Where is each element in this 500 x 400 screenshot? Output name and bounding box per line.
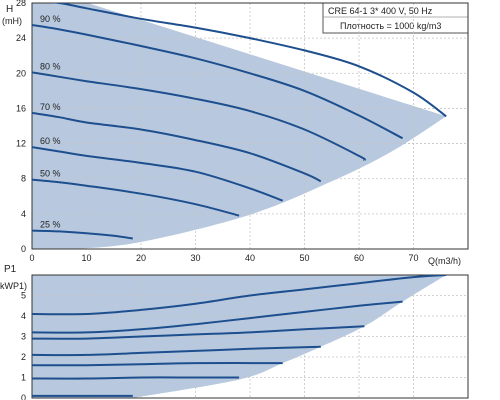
x-tick-label: 0 <box>29 253 34 263</box>
operating-area <box>32 275 447 398</box>
y-tick-label: 1 <box>21 373 26 383</box>
x-tick-label: 30 <box>190 253 200 263</box>
y-tick-label: 8 <box>21 174 26 184</box>
y-tick-label: 4 <box>21 209 26 219</box>
x-tick-label: 40 <box>245 253 255 263</box>
curve-90-pct <box>32 300 403 334</box>
y-tick-label: 0 <box>21 244 26 254</box>
y-tick-label: 4 <box>21 311 26 321</box>
y-tick-label: 3 <box>21 332 26 342</box>
curve-label-80-pct: 80 % <box>40 61 61 71</box>
plot-frame <box>31 2 469 250</box>
power-flow-plot: 0 1 2 3 4 5 <box>21 274 469 400</box>
curve-60-pct <box>32 146 284 202</box>
y-tick-label: 2 <box>21 352 26 362</box>
curve-80-pct <box>32 325 365 340</box>
operating-area <box>32 3 447 249</box>
curve-90-pct <box>32 24 404 140</box>
x-tick-label: 50 <box>299 253 309 263</box>
curve-70-pct <box>32 345 321 357</box>
y-tick-label: 12 <box>16 139 26 149</box>
head-axis-unit: (mH) <box>2 16 22 26</box>
y-tick-label: 5 <box>21 291 26 301</box>
flow-axis-label: Q(m3/h) <box>428 256 461 266</box>
y-tick-label: 0 <box>21 393 26 400</box>
curve-label-90-pct: 90 % <box>40 14 61 24</box>
info-box-frame <box>322 2 469 34</box>
head-flow-plot: 100 %90 %80 %70 %60 %50 %25 %04812162024… <box>16 0 469 263</box>
curve-25-pct <box>32 229 133 240</box>
curve-label-70-pct: 70 % <box>40 102 61 112</box>
curve-100-pct <box>32 275 447 316</box>
y-tick-label: 28 <box>16 0 26 8</box>
info-box-line-2: Плотность = 1000 kg/m3 <box>340 21 441 31</box>
power-axis-unit: (kWP1) <box>0 281 27 291</box>
info-box: CRE 64-1 3* 400 V, 50 Hz Плотность = 100… <box>322 2 469 34</box>
head-axis-label: H <box>6 4 13 15</box>
x-tick-label: 60 <box>354 253 364 263</box>
curve-70-pct <box>32 111 322 183</box>
x-tick-label: 20 <box>136 253 146 263</box>
info-box-line-1: CRE 64-1 3* 400 V, 50 Hz <box>328 6 433 16</box>
power-axis-label: P1 <box>4 264 17 275</box>
x-tick-label: 10 <box>81 253 91 263</box>
y-tick-label: 24 <box>16 33 26 43</box>
curve-80-pct <box>32 71 367 162</box>
curve-60-pct <box>32 362 283 367</box>
curve-label-50-pct: 50 % <box>40 169 61 179</box>
x-tick-label: 70 <box>408 253 418 263</box>
y-tick-label: 20 <box>16 68 26 78</box>
curve-50-pct <box>32 178 240 217</box>
plot-frame <box>31 274 469 399</box>
y-tick-label: 16 <box>16 103 26 113</box>
curve-50-pct <box>32 376 240 380</box>
curve-label-25-pct: 25 % <box>40 220 61 230</box>
curve-label-60-pct: 60 % <box>40 136 61 146</box>
curve-100-pct <box>50 3 447 118</box>
